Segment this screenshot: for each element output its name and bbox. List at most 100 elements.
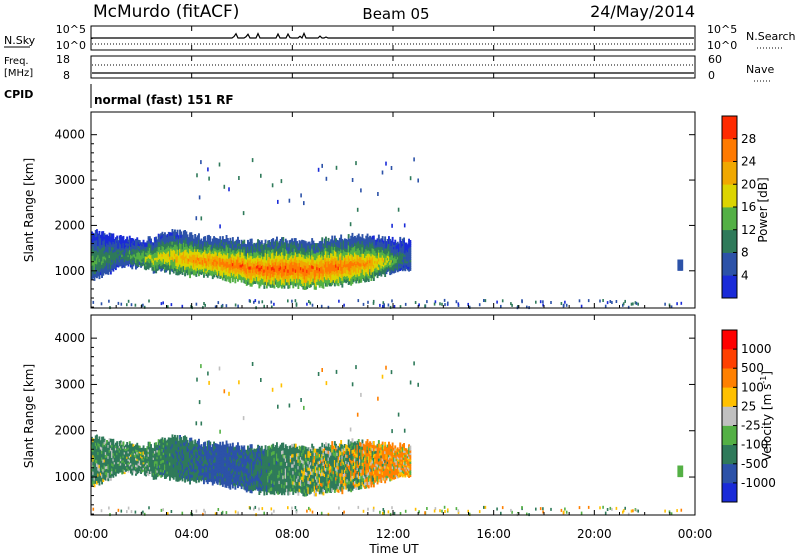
power-cell	[311, 244, 314, 249]
velocity-cell	[179, 476, 181, 481]
power-cell	[278, 257, 281, 262]
power-cell	[186, 263, 189, 267]
velocity-cell	[152, 468, 155, 471]
power-cell	[130, 246, 132, 249]
power-cell	[405, 257, 408, 260]
power-cell	[278, 280, 281, 285]
power-cell	[326, 266, 329, 271]
velocity-cell	[151, 472, 154, 475]
power-cell	[277, 261, 280, 266]
power-cell	[401, 243, 404, 247]
power-cell	[376, 269, 379, 273]
velocity-cell	[175, 459, 178, 463]
power-cell	[292, 254, 295, 259]
power-cell	[230, 259, 233, 263]
power-cell	[327, 305, 330, 309]
power-cell	[125, 261, 127, 264]
power-cell	[202, 305, 204, 309]
power-cell	[244, 269, 247, 273]
velocity-cell	[97, 451, 100, 456]
velocity-cell	[102, 471, 105, 476]
power-cell	[176, 249, 179, 253]
power-cell	[198, 245, 200, 249]
power-cell	[160, 233, 163, 237]
power-cell	[355, 161, 357, 166]
power-cell	[276, 268, 278, 273]
power-cell	[213, 241, 215, 246]
velocity-cell	[117, 461, 120, 464]
power-cell	[316, 243, 319, 247]
power-cell	[306, 246, 309, 251]
power-cell	[382, 301, 385, 305]
power-cell	[365, 255, 368, 260]
freq-panel: Freq. [MHz] 18 8 60 0 Nave	[4, 53, 774, 82]
power-cell	[142, 250, 145, 253]
velocity-cell	[190, 455, 193, 460]
power-cell	[162, 251, 165, 255]
power-cell	[140, 261, 142, 265]
power-cell	[158, 248, 161, 252]
velocity-cell	[106, 468, 108, 472]
power-cell	[211, 269, 214, 274]
power-cell	[606, 301, 609, 305]
velocity-cell	[147, 441, 150, 445]
power-cell	[287, 272, 290, 276]
power-cell	[243, 264, 246, 268]
power-cell	[377, 246, 380, 250]
power-cell	[322, 249, 325, 254]
power-cell	[128, 241, 131, 245]
power-cell	[104, 234, 107, 239]
power-cell	[400, 249, 403, 252]
power-cell	[390, 247, 393, 251]
power-cell	[138, 240, 141, 243]
power-cell	[276, 254, 278, 259]
power-cell	[195, 248, 198, 252]
power-cell	[337, 279, 340, 283]
power-cell	[122, 260, 125, 264]
power-cell	[181, 257, 184, 261]
power-cell	[131, 242, 134, 246]
power-cell	[91, 275, 93, 280]
velocity-cell	[92, 451, 95, 456]
power-cell	[357, 254, 360, 259]
power-cell	[398, 268, 400, 272]
power-cell	[362, 256, 365, 260]
velocity-cell	[191, 446, 194, 450]
velocity-cell	[189, 451, 191, 455]
power-cell	[337, 272, 340, 277]
velocity-cell	[122, 445, 125, 449]
power-cell	[315, 262, 317, 267]
power-cell	[352, 249, 355, 254]
power-cell	[93, 253, 96, 258]
power-cell	[302, 278, 305, 283]
power-cell	[104, 254, 107, 258]
power-cell	[335, 270, 337, 275]
power-cell	[396, 265, 399, 268]
velocity-cell	[140, 448, 142, 451]
power-cell	[264, 278, 267, 282]
power-cell	[321, 251, 324, 256]
power-cell	[252, 281, 254, 285]
power-cell	[113, 251, 116, 255]
power-cell	[311, 281, 314, 286]
velocity-cell	[132, 462, 135, 465]
velocity-cell	[148, 450, 151, 454]
velocity-cell	[111, 473, 113, 477]
power-cell	[171, 229, 174, 233]
power-cell	[229, 266, 232, 271]
power-cell	[209, 263, 212, 267]
power-cell	[283, 281, 286, 286]
nave-label: Nave	[746, 63, 774, 76]
power-cell	[226, 252, 229, 257]
power-cell	[130, 256, 132, 260]
power-cell	[249, 269, 252, 274]
power-cell	[233, 254, 236, 258]
power-cell	[143, 250, 146, 253]
power-cell	[91, 272, 93, 277]
power-cell	[356, 261, 359, 265]
power-cell	[288, 243, 291, 248]
power-cell	[279, 252, 282, 257]
velocity-cell	[91, 468, 93, 473]
power-cell	[350, 256, 353, 261]
velocity-cell	[128, 467, 131, 471]
